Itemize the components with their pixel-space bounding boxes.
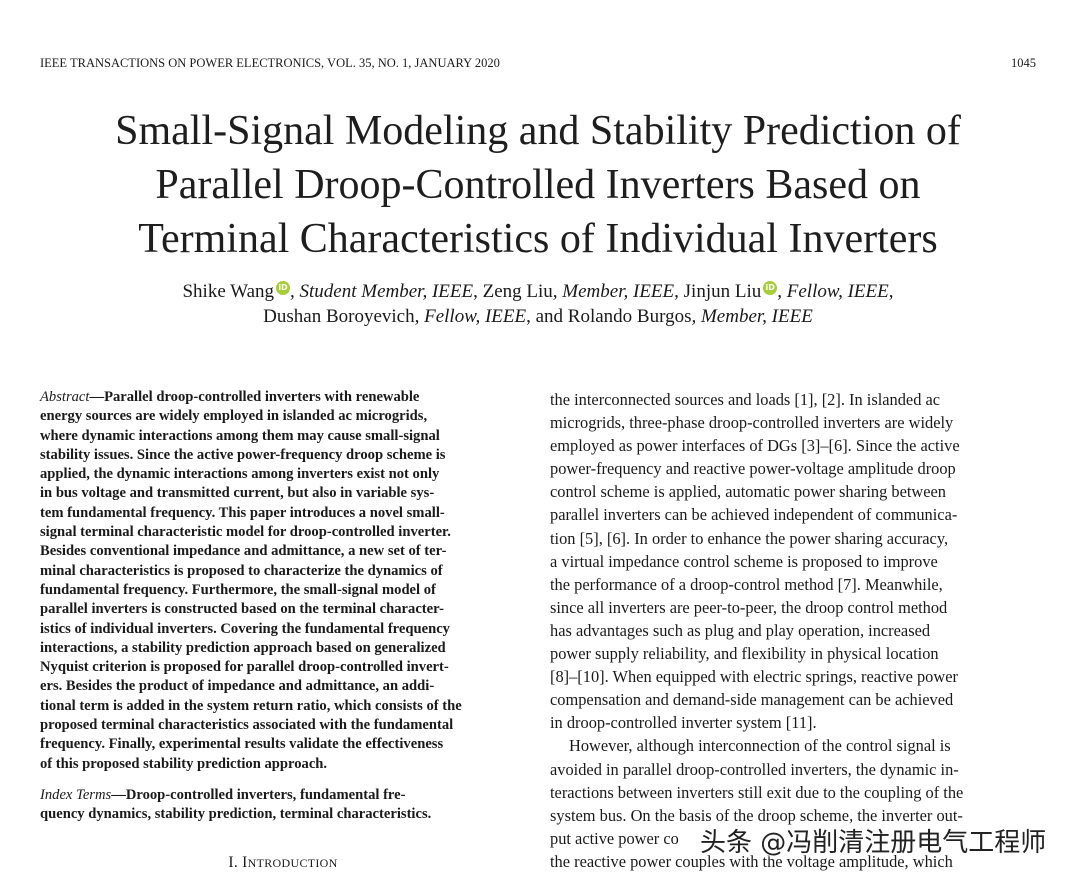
abstract-body: energy sources are widely employed in is… — [40, 407, 526, 774]
body-line: put active power co — [550, 828, 679, 848]
author-name: Dushan Boroyevich — [263, 306, 415, 327]
abstract-line: of this proposed stability prediction ap… — [40, 755, 328, 772]
abstract-line: proposed terminal characteristics associ… — [40, 717, 454, 734]
index-terms-label: Index Terms — [40, 786, 112, 803]
orcid-icon[interactable]: iD — [276, 281, 291, 295]
author-name: Shike Wang — [182, 281, 275, 302]
abstract-line: signal terminal characteristic model for… — [40, 524, 451, 541]
abstract-line: in bus voltage and transmitted current, … — [40, 485, 435, 502]
author-name: , Zeng Liu — [473, 281, 553, 302]
body-line: the performance of a droop-control metho… — [550, 574, 943, 594]
title-line: Small-Signal Modeling and Stability Pred… — [115, 108, 961, 154]
body-line: [8]–[10]. When equipped with electric sp… — [550, 667, 958, 687]
abstract-line: where dynamic interactions among them ma… — [40, 427, 440, 444]
author-list: Shike Wang iD, Student Member, IEEE, Zeng… — [40, 279, 1036, 329]
abstract-label: Abstract — [40, 389, 90, 405]
body-line: parallel inverters can be achieved indep… — [550, 505, 958, 525]
author-name: , Jinjun Liu — [674, 281, 762, 302]
abstract-line: stability issues. Since the active power… — [40, 446, 446, 463]
body-line: However, although interconnection of the… — [569, 736, 951, 756]
abstract-line: Abstract—Parallel droop-controlled inver… — [40, 388, 526, 407]
title-line: Terminal Characteristics of Individual I… — [138, 216, 938, 262]
abstract-line: tional term is added in the system retur… — [40, 697, 462, 714]
right-column: the interconnected sources and loads [1]… — [550, 388, 1036, 873]
page-number: 1045 — [1011, 56, 1036, 70]
abstract-line: energy sources are widely employed in is… — [40, 408, 428, 425]
body-line: power supply reliability, and flexibilit… — [550, 644, 939, 664]
abstract-text: —Parallel droop-controlled inverters wit… — [89, 389, 420, 405]
abstract-line: tem fundamental frequency. This paper in… — [40, 504, 445, 521]
body-line: compensation and demand-side management … — [550, 690, 954, 710]
body-line: teractions between inverters still exit … — [550, 782, 964, 802]
running-header: IEEE TRANSACTIONS ON POWER ELECTRONICS, … — [40, 56, 1036, 71]
abstract-line: frequency. Finally, experimental results… — [40, 736, 444, 753]
watermark: 头条 @冯削清注册电气工程师 — [700, 828, 1047, 858]
body-paragraph: the interconnected sources and loads [1]… — [550, 388, 1036, 734]
author-line: Shike Wang iD, Student Member, IEEE, Zeng… — [40, 279, 1036, 304]
abstract-line: parallel inverters is constructed based … — [40, 601, 444, 618]
abstract-line: minal characteristics is proposed to cha… — [40, 562, 443, 579]
abstract-line: Nyquist criterion is proposed for parall… — [40, 659, 449, 676]
body-line: in droop-controlled inverter system [11]… — [550, 713, 817, 733]
journal-info: IEEE TRANSACTIONS ON POWER ELECTRONICS, … — [40, 56, 500, 70]
body-line: power-frequency and reactive power-volta… — [550, 459, 956, 479]
section-heading-introduction: I. INTRODUCTION — [40, 854, 526, 872]
body-line: the interconnected sources and loads [1]… — [550, 390, 941, 409]
body-paragraph: However, although interconnection of the… — [550, 734, 1036, 873]
abstract-line: Besides conventional impedance and admit… — [40, 543, 447, 560]
author-name: , and Rolando Burgos — [526, 306, 692, 327]
author-membership: , Fellow, IEEE — [777, 281, 889, 302]
author-line: Dushan Boroyevich, Fellow, IEEE, and Rol… — [40, 304, 1036, 329]
orcid-icon[interactable]: iD — [763, 281, 778, 295]
body-line: since all inverters are peer-to-peer, th… — [550, 597, 948, 617]
index-terms-line: quency dynamics, stability prediction, t… — [40, 806, 432, 823]
body-line: system bus. On the basis of the droop sc… — [550, 805, 963, 825]
body-line: the reactive power couples with the volt… — [550, 851, 953, 871]
abstract-line: interactions, a stability prediction app… — [40, 639, 446, 656]
body-line: has advantages such as plug and play ope… — [550, 620, 931, 640]
index-terms: Index Terms—Droop-controlled inverters, … — [40, 786, 526, 825]
separator: , — [888, 281, 894, 302]
body-line: microgrids, three-phase droop-controlled… — [550, 413, 954, 433]
abstract: Abstract—Parallel droop-controlled inver… — [40, 388, 526, 774]
abstract-line: applied, the dynamic interactions among … — [40, 466, 440, 483]
body-line: control scheme is applied, automatic pow… — [550, 482, 946, 502]
abstract-line: istics of individual inverters. Covering… — [40, 620, 450, 637]
abstract-line: fundamental frequency. Furthermore, the … — [40, 581, 436, 598]
body-line: a virtual impedance control scheme is pr… — [550, 551, 938, 571]
author-membership: , Fellow, IEEE — [414, 306, 527, 327]
section-name: NTRODUCTION — [247, 855, 338, 870]
title-line: Parallel Droop-Controlled Inverters Base… — [155, 162, 921, 208]
section-numeral: I. I — [228, 853, 248, 871]
author-membership: , Member, IEEE — [691, 306, 813, 327]
index-terms-line: Index Terms—Droop-controlled inverters, … — [40, 786, 526, 805]
left-column: Abstract—Parallel droop-controlled inver… — [40, 388, 526, 872]
index-terms-text: —Droop-controlled inverters, fundamental… — [111, 786, 406, 803]
body-line: avoided in parallel droop-controlled inv… — [550, 759, 959, 779]
author-membership: , Student Member, IEEE — [290, 281, 474, 302]
abstract-line: ers. Besides the product of impedance an… — [40, 678, 435, 695]
body-line: employed as power interfaces of DGs [3]–… — [550, 436, 960, 456]
paper-title: Small-Signal Modeling and Stability Pred… — [40, 104, 1036, 266]
author-membership: , Member, IEEE — [552, 281, 675, 302]
body-line: tion [5], [6]. In order to enhance the p… — [550, 528, 949, 548]
